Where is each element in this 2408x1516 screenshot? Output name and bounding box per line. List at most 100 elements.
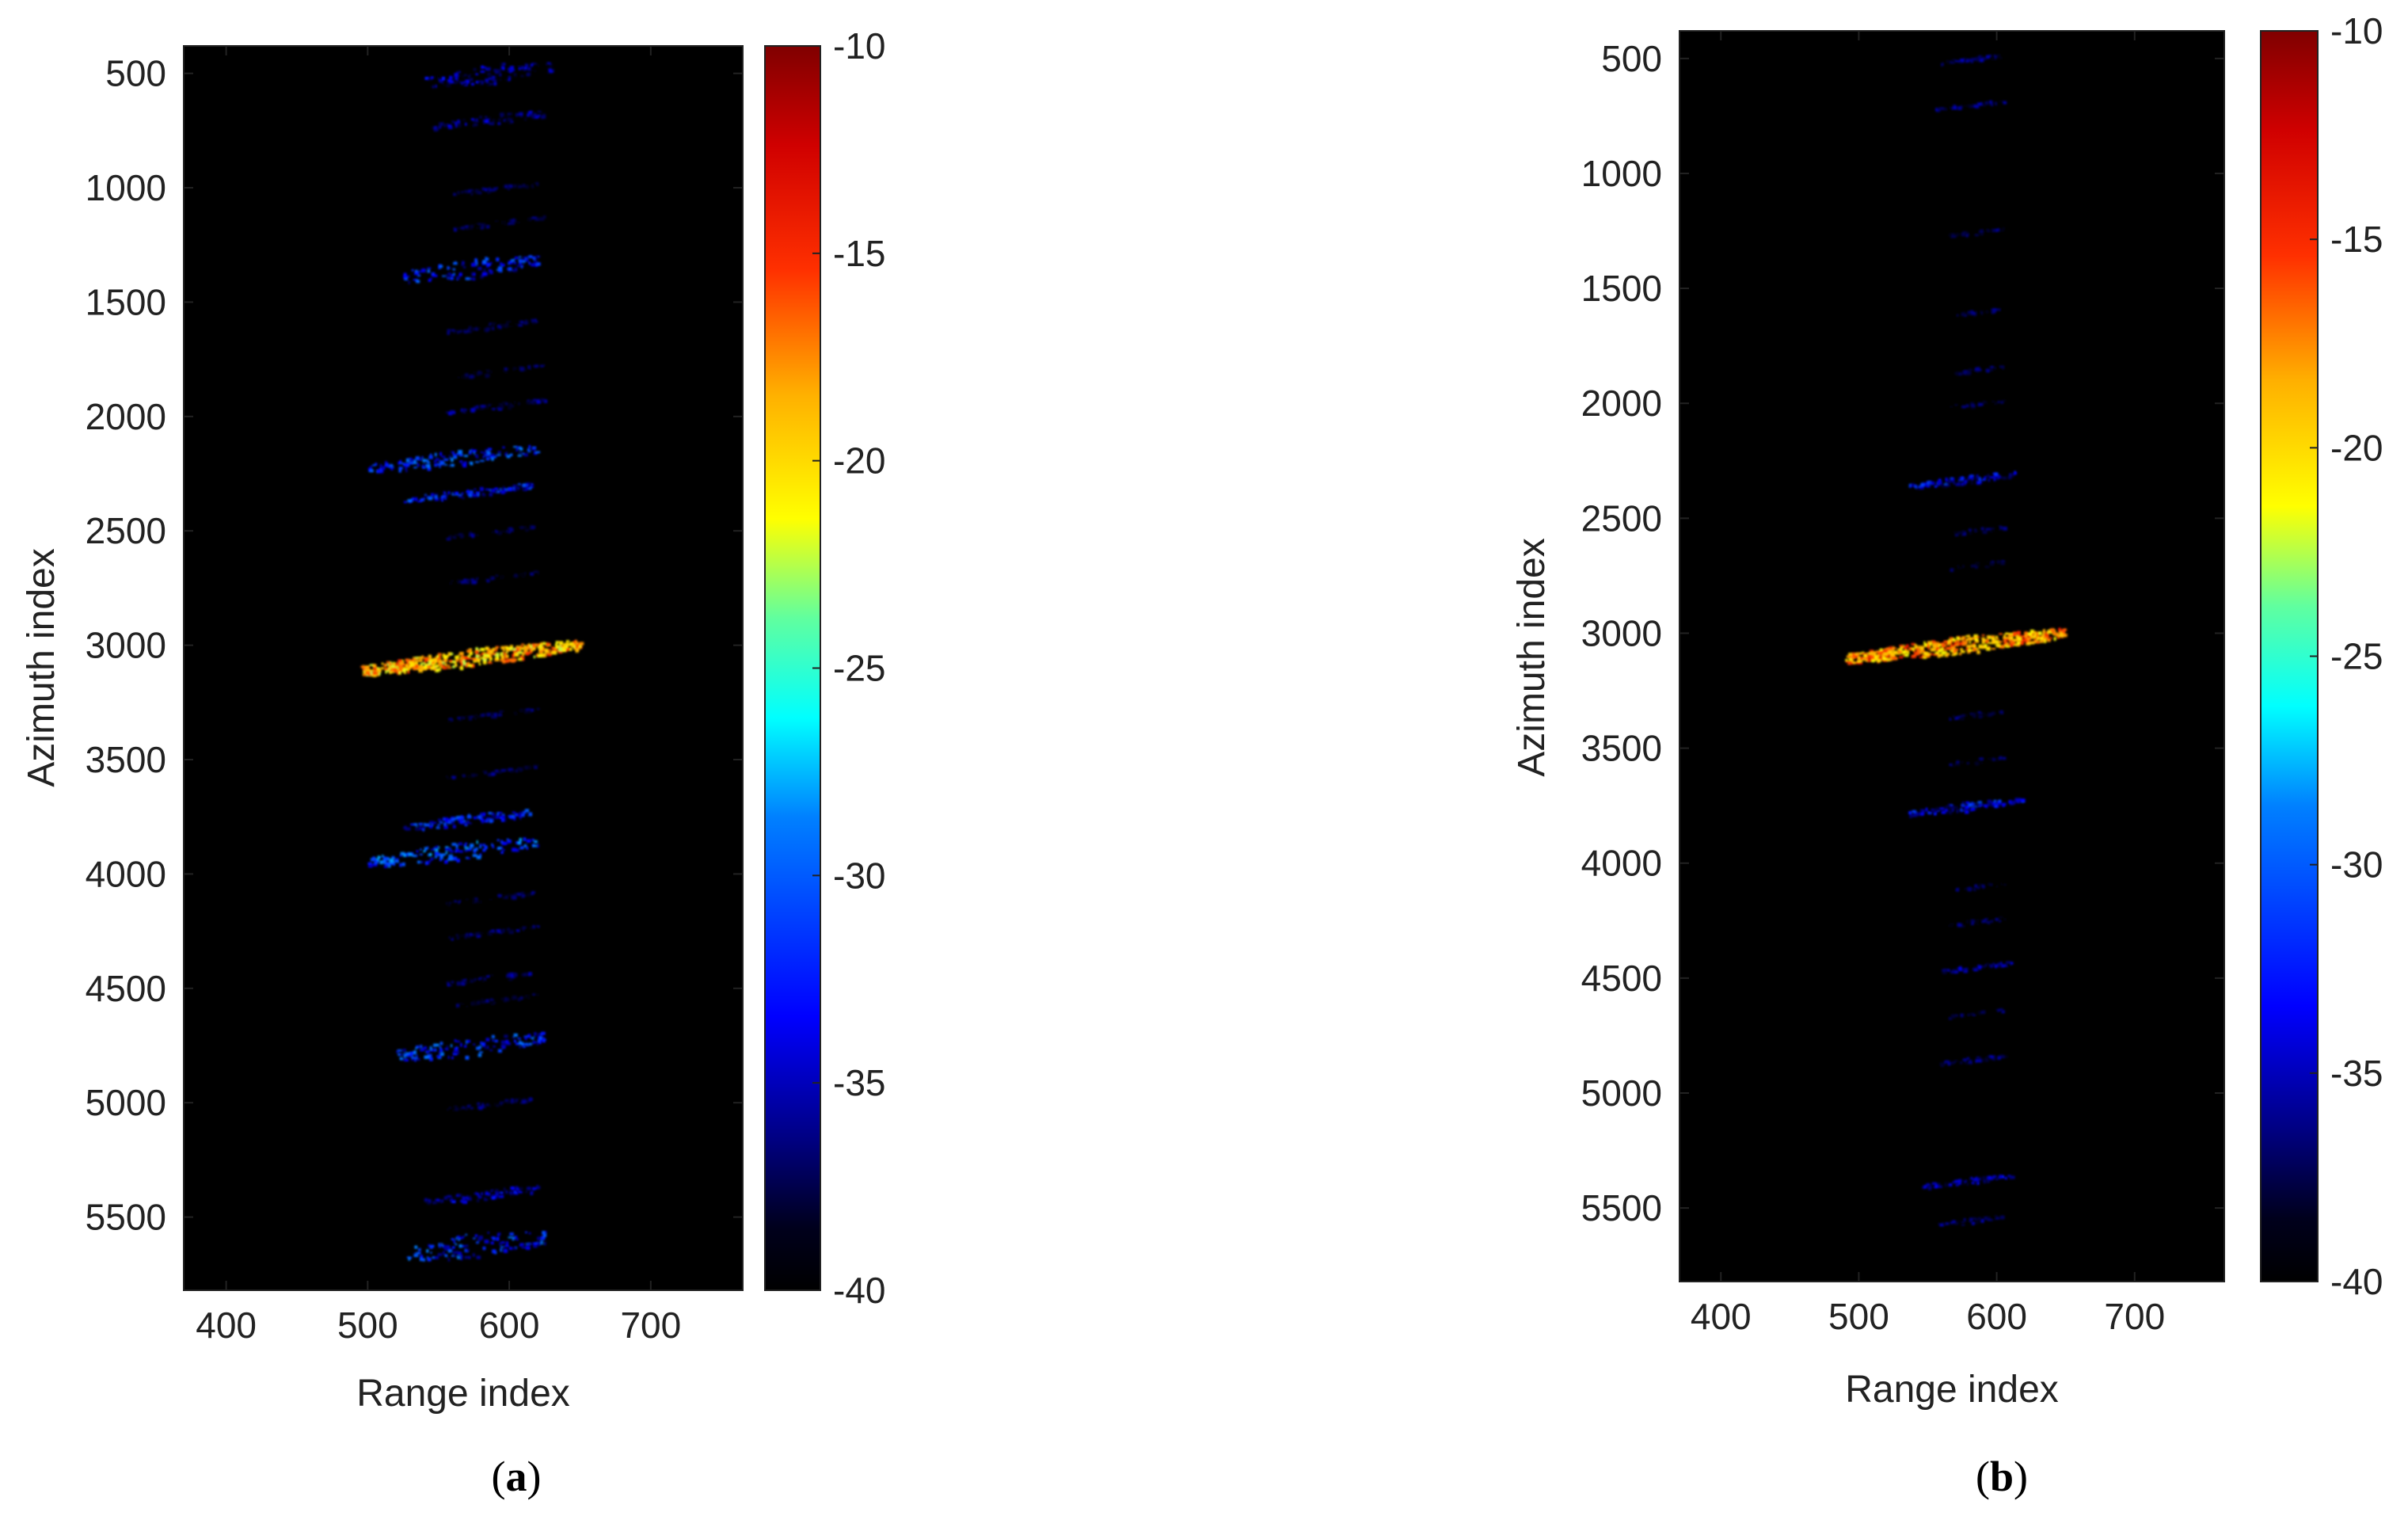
- x-tick-label-a-2: 600: [479, 1305, 540, 1346]
- colorbar-tick-label-b-3: -25: [2330, 636, 2383, 677]
- x-tick-label-b-0: 400: [1691, 1296, 1752, 1337]
- colorbar-tick-label-a-3: -25: [833, 648, 885, 689]
- heatmap-streak-a-2: [453, 182, 539, 196]
- y-axis-ticks-b: 500 1000 1500 2000 2500 3000 3500 4000 4500 5000 5…: [1581, 38, 2224, 1228]
- x-tick-label-a-3: 700: [620, 1305, 681, 1346]
- heatmap-streak-b-7: [1950, 525, 2007, 538]
- heatmap-streak-a-19: [446, 970, 536, 987]
- y-tick-label-b-5: 3000: [1581, 612, 1662, 653]
- heatmap-streak-a-17: [446, 891, 537, 906]
- colorbar-tick-label-a-0: -10: [833, 25, 885, 67]
- heatmap-streak-a-4: [403, 255, 541, 284]
- heatmap-streak-b-19: [1935, 1215, 2006, 1227]
- heatmap-streak-b-4: [1949, 365, 2007, 376]
- y-tick-label-a-7: 4000: [86, 853, 166, 894]
- heatmap-streak-b-13: [1952, 882, 2007, 893]
- heatmap-streak-a-1: [432, 110, 546, 132]
- heatmap-streak-a-21: [396, 1031, 546, 1062]
- heatmap-streak-b-2: [1949, 227, 2005, 238]
- heatmap-streak-a-23: [424, 1184, 541, 1206]
- colorbar-tick-label-b-4: -30: [2330, 844, 2383, 886]
- heatmap-streak-b-9: [1845, 627, 2068, 665]
- colorbar-tick-label-a-1: -15: [833, 233, 885, 274]
- y-tick-label-a-4: 2500: [86, 510, 166, 551]
- y-tick-label-b-1: 1000: [1581, 153, 1662, 194]
- y-tick-label-b-8: 4500: [1581, 958, 1662, 999]
- y-tick-label-b-10: 5500: [1581, 1187, 1662, 1228]
- x-tick-label-a-1: 500: [337, 1305, 398, 1346]
- colorbar-tick-label-b-6: -40: [2330, 1261, 2383, 1302]
- x-axis-label-b: Range index: [1845, 1369, 2059, 1411]
- y-tick-label-b-6: 3500: [1581, 728, 1662, 769]
- x-axis-ticks-a: 400 500 600 700: [196, 46, 681, 1346]
- heatmap-streak-b-0: [1940, 54, 2006, 67]
- heatmap-streak-a-9: [403, 482, 534, 504]
- x-tick-label-b-3: 700: [2104, 1296, 2165, 1337]
- heatmap-streak-a-3: [453, 215, 546, 232]
- colorbar-tick-label-a-5: -35: [833, 1062, 885, 1103]
- heatmap-streak-b-8: [1950, 560, 2007, 573]
- colorbar-tick-label-b-5: -35: [2330, 1053, 2383, 1094]
- heatmap-streak-b-18: [1920, 1175, 2015, 1190]
- x-tick-label-b-1: 500: [1828, 1296, 1889, 1337]
- y-axis-label-b: Azimuth index: [1511, 538, 1553, 776]
- heatmap-streak-b-10: [1949, 709, 2004, 721]
- heatmap-streak-b-6: [1908, 470, 2017, 490]
- y-tick-label-b-4: 2500: [1581, 497, 1662, 539]
- heatmap-streak-a-18: [448, 925, 541, 941]
- y-tick-label-a-8: 4500: [86, 968, 166, 1009]
- panel-b: 400 500 600 700 500 1000 1500 2000 2500 3000 3500…: [1511, 10, 2383, 1500]
- y-tick-label-b-3: 2000: [1581, 383, 1662, 424]
- heatmap-streak-a-8: [368, 444, 541, 474]
- heatmap-streak-b-12: [1908, 798, 2026, 818]
- colorbar-tick-label-b-1: -15: [2330, 219, 2383, 260]
- y-tick-label-a-10: 5500: [86, 1197, 166, 1238]
- colorbar-ticks-b: -10 -15 -20 -25 -30 -35 -40: [2310, 10, 2383, 1302]
- plot-area-b: [1679, 30, 2225, 1282]
- heatmap-streak-a-0: [424, 62, 554, 89]
- y-tick-label-a-0: 500: [105, 53, 166, 94]
- heatmap-streak-b-17: [1934, 1054, 2008, 1068]
- heatmap-streak-a-14: [446, 764, 539, 780]
- x-axis-label-a: Range index: [356, 1373, 570, 1415]
- heatmap-streak-a-16: [367, 837, 539, 868]
- heatmap-streak-b-11: [1949, 756, 2007, 768]
- heatmap-streak-b-14: [1948, 916, 2007, 928]
- heatmap-streak-b-15: [1934, 961, 2014, 975]
- y-tick-label-a-6: 3500: [86, 739, 166, 780]
- y-tick-label-b-2: 1500: [1581, 268, 1662, 309]
- heatmap-streak-a-22: [447, 1096, 541, 1112]
- heatmap-streak-a-11: [446, 570, 540, 585]
- colorbar-tick-label-a-4: -30: [833, 855, 885, 896]
- heatmap-marks-a: [360, 62, 584, 1262]
- heatmap-streak-b-16: [1948, 1008, 2006, 1020]
- y-axis-label-a: Azimuth index: [21, 548, 63, 787]
- colorbar-b: [2260, 30, 2319, 1282]
- heatmap-streak-a-24: [406, 1231, 547, 1262]
- panel-a: 400 500 600 700 500 1000 1500 2000 2500 3000 3500…: [21, 25, 885, 1500]
- x-tick-label-a-0: 400: [196, 1305, 257, 1346]
- y-axis-ticks-a: 500 1000 1500 2000 2500 3000 3500 4000 4500 5000 5…: [86, 53, 743, 1238]
- panel-label-a: (a): [492, 1453, 542, 1500]
- colorbar-ticks-a: -10 -15 -20 -25 -30 -35 -40: [812, 25, 885, 1311]
- colorbar-tick-label-b-2: -20: [2330, 427, 2383, 468]
- y-tick-label-a-2: 1500: [86, 281, 166, 322]
- heatmap-streak-a-20: [447, 992, 539, 1009]
- heatmap-marks-b: [1845, 54, 2068, 1227]
- heatmap-streak-a-10: [446, 524, 539, 541]
- heatmap-streak-b-5: [1949, 399, 2007, 409]
- panel-label-b: (b): [1976, 1453, 2028, 1500]
- x-tick-label-b-2: 600: [1966, 1296, 2027, 1337]
- heatmap-streak-a-15: [403, 809, 533, 832]
- colorbar-tick-label-b-0: -10: [2330, 10, 2383, 51]
- y-tick-label-b-0: 500: [1601, 38, 1662, 79]
- y-tick-label-b-9: 5000: [1581, 1072, 1662, 1114]
- heatmap-streak-a-5: [447, 318, 538, 335]
- y-tick-label-b-7: 4000: [1581, 843, 1662, 884]
- colorbar-a: [764, 45, 821, 1291]
- y-tick-label-a-5: 3000: [86, 625, 166, 666]
- heatmap-streak-b-3: [1951, 307, 2008, 318]
- heatmap-streak-a-13: [446, 707, 541, 723]
- heatmap-streak-b-1: [1935, 100, 2007, 112]
